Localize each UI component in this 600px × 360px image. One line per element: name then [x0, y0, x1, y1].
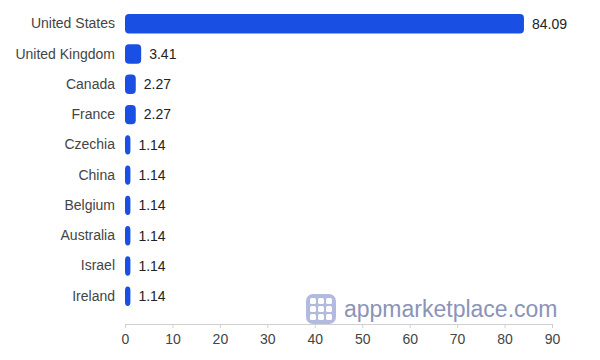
- category-label: France: [71, 106, 115, 122]
- bar: [125, 196, 130, 215]
- category-label: United Kingdom: [15, 46, 115, 62]
- category-label: Australia: [61, 227, 116, 243]
- x-tick-label: 90: [545, 331, 561, 347]
- x-tick-line: [457, 324, 458, 328]
- data-label: 1.14: [138, 167, 165, 183]
- bar: [125, 75, 136, 94]
- data-label: 1.14: [138, 137, 165, 153]
- y-tick: France: [71, 106, 125, 122]
- bar: [125, 14, 524, 33]
- y-tick: Czechia: [64, 136, 125, 152]
- y-tick: Australia: [61, 227, 125, 243]
- x-tick-label: 50: [355, 331, 371, 347]
- watermark-icon-cell: [326, 306, 332, 312]
- watermark-icon-bg: [306, 294, 336, 324]
- watermark-icon-cell: [310, 298, 316, 304]
- bar: [125, 256, 130, 275]
- x-tick-line: [410, 324, 411, 328]
- x-tick: 20: [213, 324, 229, 347]
- x-tick-line: [315, 324, 316, 328]
- data-label: 2.27: [144, 106, 171, 122]
- x-tick-line: [267, 324, 268, 328]
- category-label: Canada: [66, 76, 115, 92]
- x-tick: 60: [402, 324, 418, 347]
- watermark-icon-cell: [310, 306, 316, 312]
- bars: [125, 14, 524, 306]
- data-label: 1.14: [138, 258, 165, 274]
- category-label: Czechia: [64, 136, 115, 152]
- y-tick: United States: [31, 15, 125, 31]
- bar: [125, 135, 130, 154]
- x-tick-line: [362, 324, 363, 328]
- watermark-icon: [306, 294, 336, 324]
- bar: [125, 287, 130, 306]
- data-label: 1.14: [138, 197, 165, 213]
- x-axis-line: [126, 325, 553, 329]
- bar: [125, 44, 141, 63]
- x-tick: 50: [355, 324, 371, 347]
- data-label: 1.14: [138, 288, 165, 304]
- x-tick-label: 10: [165, 331, 181, 347]
- x-tick-line: [125, 324, 126, 328]
- watermark-icon-cell: [326, 314, 332, 320]
- data-label: 1.14: [138, 228, 165, 244]
- x-tick: 10: [165, 324, 181, 347]
- data-labels: 84.09 3.41 2.27 2.27 1.14 1.14 1.14 1.14 1.14 1.1…: [138, 16, 567, 305]
- y-tick: Israel: [81, 257, 125, 273]
- y-axis: United States United Kingdom Canada France C…: [15, 15, 125, 304]
- y-tick: Belgium: [64, 197, 125, 213]
- x-tick: 80: [497, 324, 513, 347]
- x-tick-label: 30: [260, 331, 276, 347]
- bar: [125, 226, 130, 245]
- y-tick: Ireland: [72, 288, 125, 304]
- x-tick-label: 0: [122, 331, 130, 347]
- x-tick-label: 80: [497, 331, 513, 347]
- watermark-icon-cell: [310, 314, 316, 320]
- bar: [125, 165, 130, 184]
- watermark-icon-cell: [318, 306, 324, 312]
- category-label: Israel: [81, 257, 115, 273]
- category-label: Belgium: [64, 197, 115, 213]
- y-tick: United Kingdom: [15, 46, 125, 62]
- watermark-text: appmarketplace.com: [344, 296, 558, 322]
- chart: 84.09 3.41 2.27 2.27 1.14 1.14 1.14 1.14 1.14 1.1…: [0, 0, 600, 360]
- data-label: 84.09: [532, 16, 567, 32]
- y-tick: Canada: [66, 76, 125, 92]
- x-tick-line: [220, 324, 221, 328]
- y-tick: China: [78, 167, 125, 183]
- category-label: United States: [31, 15, 115, 31]
- x-tick: 70: [450, 324, 466, 347]
- x-axis: 0 10 20 30 40 50 60 70 80 90: [122, 324, 561, 347]
- data-label: 2.27: [144, 76, 171, 92]
- x-tick: 90: [545, 324, 561, 347]
- watermark-icon-cell: [318, 298, 324, 304]
- x-tick-label: 40: [307, 331, 323, 347]
- bar: [125, 105, 136, 124]
- x-tick: 40: [307, 324, 323, 347]
- x-tick: 30: [260, 324, 276, 347]
- category-label: China: [78, 167, 115, 183]
- x-tick-label: 60: [402, 331, 418, 347]
- x-tick-line: [505, 324, 506, 328]
- watermark-icon-cell: [318, 314, 324, 320]
- x-tick-label: 70: [450, 331, 466, 347]
- watermark-icon-cell: [326, 298, 332, 304]
- x-tick: 0: [122, 324, 130, 347]
- category-label: Ireland: [72, 288, 115, 304]
- data-label: 3.41: [149, 46, 176, 62]
- x-tick-line: [172, 324, 173, 328]
- x-tick-label: 20: [213, 331, 229, 347]
- x-tick-line: [552, 324, 553, 328]
